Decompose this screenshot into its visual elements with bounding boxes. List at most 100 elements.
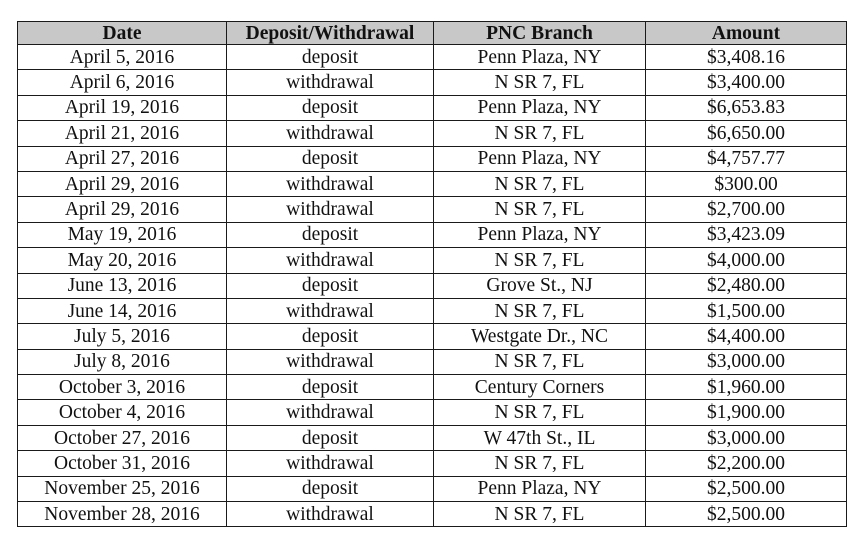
type-cell: withdrawal (226, 247, 434, 274)
branch-cell: N SR 7, FL (433, 247, 646, 274)
branch-cell: N SR 7, FL (433, 348, 646, 376)
date-cell: November 25, 2016 (17, 475, 227, 503)
type-cell: deposit (226, 323, 434, 350)
date-cell: June 14, 2016 (17, 297, 227, 325)
date-cell: July 5, 2016 (17, 323, 227, 350)
table-row: October 31, 2016 withdrawal N SR 7, FL $2,2… (17, 450, 847, 477)
branch-cell: Century Corners (433, 374, 646, 401)
amount-cell: $1,900.00 (645, 399, 847, 426)
table-row: October 27, 2016 deposit W 47th St., IL $3,… (17, 424, 847, 452)
branch-cell: N SR 7, FL (433, 69, 646, 96)
type-cell: deposit (226, 374, 434, 401)
type-cell: withdrawal (226, 501, 434, 528)
date-cell: April 21, 2016 (17, 120, 227, 147)
amount-cell: $2,700.00 (645, 196, 847, 223)
table-row: April 27, 2016 deposit Penn Plaza, NY $4,75… (17, 145, 847, 172)
date-cell: April 27, 2016 (17, 145, 227, 172)
table-header: Date Deposit/Withdrawal PNC Branch Amoun… (17, 21, 847, 45)
date-cell: May 19, 2016 (17, 221, 227, 249)
table-row: November 28, 2016 withdrawal N SR 7, FL $2,… (17, 501, 847, 528)
type-cell: deposit (226, 221, 434, 249)
type-cell: withdrawal (226, 348, 434, 376)
table-row: May 19, 2016 deposit Penn Plaza, NY $3,423.… (17, 221, 847, 249)
type-cell: deposit (226, 43, 434, 71)
table-row: June 14, 2016 withdrawal N SR 7, FL $1,500.… (17, 297, 847, 325)
branch-cell: N SR 7, FL (433, 120, 646, 147)
type-cell: withdrawal (226, 120, 434, 147)
amount-cell: $6,653.83 (645, 94, 847, 122)
amount-cell: $3,000.00 (645, 424, 847, 452)
branch-cell: Penn Plaza, NY (433, 145, 646, 172)
table-row: April 19, 2016 deposit Penn Plaza, NY $6,65… (17, 94, 847, 122)
branch-cell: Penn Plaza, NY (433, 94, 646, 122)
date-cell: October 3, 2016 (17, 374, 227, 401)
amount-cell: $4,000.00 (645, 247, 847, 274)
table-row: October 3, 2016 deposit Century Corners $1,… (17, 374, 847, 401)
type-cell: deposit (226, 475, 434, 503)
table-row: April 29, 2016 withdrawal N SR 7, FL $2,700… (17, 196, 847, 223)
table-row: April 21, 2016 withdrawal N SR 7, FL $6,650… (17, 120, 847, 147)
table-row: October 4, 2016 withdrawal N SR 7, FL $1,90… (17, 399, 847, 426)
date-cell: October 27, 2016 (17, 424, 227, 452)
header-row: Date Deposit/Withdrawal PNC Branch Amoun… (17, 21, 847, 45)
header-pnc-branch: PNC Branch (433, 21, 646, 45)
type-cell: withdrawal (226, 196, 434, 223)
amount-cell: $2,480.00 (645, 272, 847, 299)
header-date: Date (17, 21, 227, 45)
date-cell: April 19, 2016 (17, 94, 227, 122)
amount-cell: $1,500.00 (645, 297, 847, 325)
branch-cell: N SR 7, FL (433, 501, 646, 528)
type-cell: deposit (226, 424, 434, 452)
date-cell: April 29, 2016 (17, 196, 227, 223)
type-cell: withdrawal (226, 170, 434, 198)
header-deposit-withdrawal: Deposit/Withdrawal (226, 21, 434, 45)
header-amount: Amount (645, 21, 847, 45)
branch-cell: Grove St., NJ (433, 272, 646, 299)
type-cell: withdrawal (226, 69, 434, 96)
type-cell: withdrawal (226, 399, 434, 426)
amount-cell: $2,500.00 (645, 501, 847, 528)
date-cell: June 13, 2016 (17, 272, 227, 299)
branch-cell: N SR 7, FL (433, 170, 646, 198)
date-cell: May 20, 2016 (17, 247, 227, 274)
amount-cell: $3,423.09 (645, 221, 847, 249)
branch-cell: N SR 7, FL (433, 196, 646, 223)
branch-cell: Penn Plaza, NY (433, 475, 646, 503)
date-cell: November 28, 2016 (17, 501, 227, 528)
amount-cell: $1,960.00 (645, 374, 847, 401)
amount-cell: $300.00 (645, 170, 847, 198)
branch-cell: Westgate Dr., NC (433, 323, 646, 350)
table-row: November 25, 2016 deposit Penn Plaza, NY $2… (17, 475, 847, 503)
table-row: July 5, 2016 deposit Westgate Dr., NC $4,40… (17, 323, 847, 350)
table-row: April 29, 2016 withdrawal N SR 7, FL $300.0… (17, 170, 847, 198)
type-cell: withdrawal (226, 450, 434, 477)
amount-cell: $2,500.00 (645, 475, 847, 503)
amount-cell: $4,757.77 (645, 145, 847, 172)
table-row: July 8, 2016 withdrawal N SR 7, FL $3,000.0… (17, 348, 847, 376)
date-cell: October 31, 2016 (17, 450, 227, 477)
amount-cell: $2,200.00 (645, 450, 847, 477)
table-row: June 13, 2016 deposit Grove St., NJ $2,480.… (17, 272, 847, 299)
table-row: May 20, 2016 withdrawal N SR 7, FL $4,000.0… (17, 247, 847, 274)
type-cell: deposit (226, 145, 434, 172)
date-cell: October 4, 2016 (17, 399, 227, 426)
transactions-table: Date Deposit/Withdrawal PNC Branch Amoun… (17, 21, 847, 528)
type-cell: withdrawal (226, 297, 434, 325)
branch-cell: N SR 7, FL (433, 399, 646, 426)
table-row: April 6, 2016 withdrawal N SR 7, FL $3,400.… (17, 69, 847, 96)
table-row: April 5, 2016 deposit Penn Plaza, NY $3,408… (17, 43, 847, 71)
date-cell: April 29, 2016 (17, 170, 227, 198)
amount-cell: $4,400.00 (645, 323, 847, 350)
date-cell: April 5, 2016 (17, 43, 227, 71)
branch-cell: Penn Plaza, NY (433, 43, 646, 71)
amount-cell: $3,400.00 (645, 69, 847, 96)
branch-cell: N SR 7, FL (433, 450, 646, 477)
type-cell: deposit (226, 94, 434, 122)
amount-cell: $3,000.00 (645, 348, 847, 376)
branch-cell: N SR 7, FL (433, 297, 646, 325)
branch-cell: Penn Plaza, NY (433, 221, 646, 249)
branch-cell: W 47th St., IL (433, 424, 646, 452)
table-body: April 5, 2016 deposit Penn Plaza, NY $3,408… (17, 43, 847, 528)
date-cell: April 6, 2016 (17, 69, 227, 96)
